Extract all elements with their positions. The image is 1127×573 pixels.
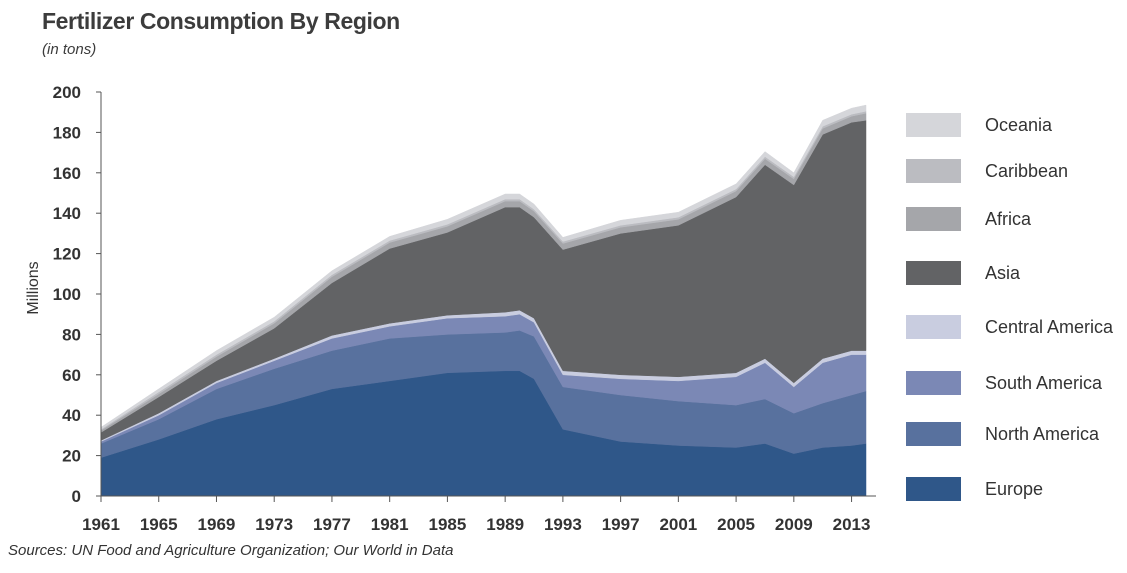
legend-item-africa: Africa (906, 207, 1032, 231)
legend-label: Asia (985, 263, 1021, 283)
legend-item-oceania: Oceania (906, 113, 1053, 137)
chart-subtitle: (in tons) (42, 41, 97, 58)
legend-item-south-america: South America (906, 371, 1103, 395)
x-tick-label: 1969 (198, 515, 236, 534)
y-tick-label: 100 (53, 285, 81, 304)
legend-swatch (906, 113, 961, 137)
legend-label: Central America (985, 317, 1114, 337)
x-tick-label: 1965 (140, 515, 178, 534)
x-tick-label: 1973 (255, 515, 293, 534)
legend-label: South America (985, 373, 1103, 393)
chart-title: Fertilizer Consumption By Region (42, 8, 400, 34)
y-tick-label: 160 (53, 164, 81, 183)
x-tick-label: 2001 (659, 515, 697, 534)
legend-item-caribbean: Caribbean (906, 159, 1068, 183)
y-tick-label: 0 (72, 487, 81, 506)
x-tick-label: 2005 (717, 515, 755, 534)
legend-label: North America (985, 424, 1100, 444)
x-tick-label: 1989 (486, 515, 524, 534)
x-tick-label: 1977 (313, 515, 351, 534)
legend-swatch (906, 477, 961, 501)
x-tick-label: 1985 (429, 515, 467, 534)
axes-group: 0 20 40 60 80 100 120 140 160 180 200 1961 1965 1969 1… (25, 83, 876, 534)
legend-swatch (906, 261, 961, 285)
y-tick-label: 40 (62, 406, 81, 425)
x-tick-label: 1997 (602, 515, 640, 534)
y-axis-label: Millions (25, 261, 42, 314)
legend: Oceania Caribbean Africa Asia Central Americ… (906, 113, 1114, 501)
y-tick-label: 80 (62, 325, 81, 344)
legend-label: Africa (985, 209, 1032, 229)
legend-swatch (906, 315, 961, 339)
legend-item-asia: Asia (906, 261, 1021, 285)
legend-swatch (906, 159, 961, 183)
y-tick-label: 20 (62, 447, 81, 466)
legend-label: Caribbean (985, 161, 1068, 181)
y-tick-label: 120 (53, 245, 81, 264)
x-tick-label: 1981 (371, 515, 409, 534)
x-tick-label: 2013 (833, 515, 871, 534)
y-tick-label: 60 (62, 366, 81, 385)
legend-label: Oceania (985, 115, 1053, 135)
area-oceania (100, 104, 867, 430)
legend-item-north-america: North America (906, 422, 1100, 446)
x-tick-label: 1961 (82, 515, 120, 534)
legend-swatch (906, 371, 961, 395)
legend-item-europe: Europe (906, 477, 1043, 501)
x-tick-label: 1993 (544, 515, 582, 534)
y-tick-label: 200 (53, 83, 81, 102)
legend-swatch (906, 207, 961, 231)
source-note: Sources: UN Food and Agriculture Organiz… (8, 542, 454, 559)
legend-label: Europe (985, 479, 1043, 499)
y-tick-label: 140 (53, 204, 81, 223)
y-tick-label: 180 (53, 123, 81, 142)
area-series-group (100, 104, 867, 497)
legend-swatch (906, 422, 961, 446)
legend-item-central-america: Central America (906, 315, 1114, 339)
x-tick-label: 2009 (775, 515, 813, 534)
